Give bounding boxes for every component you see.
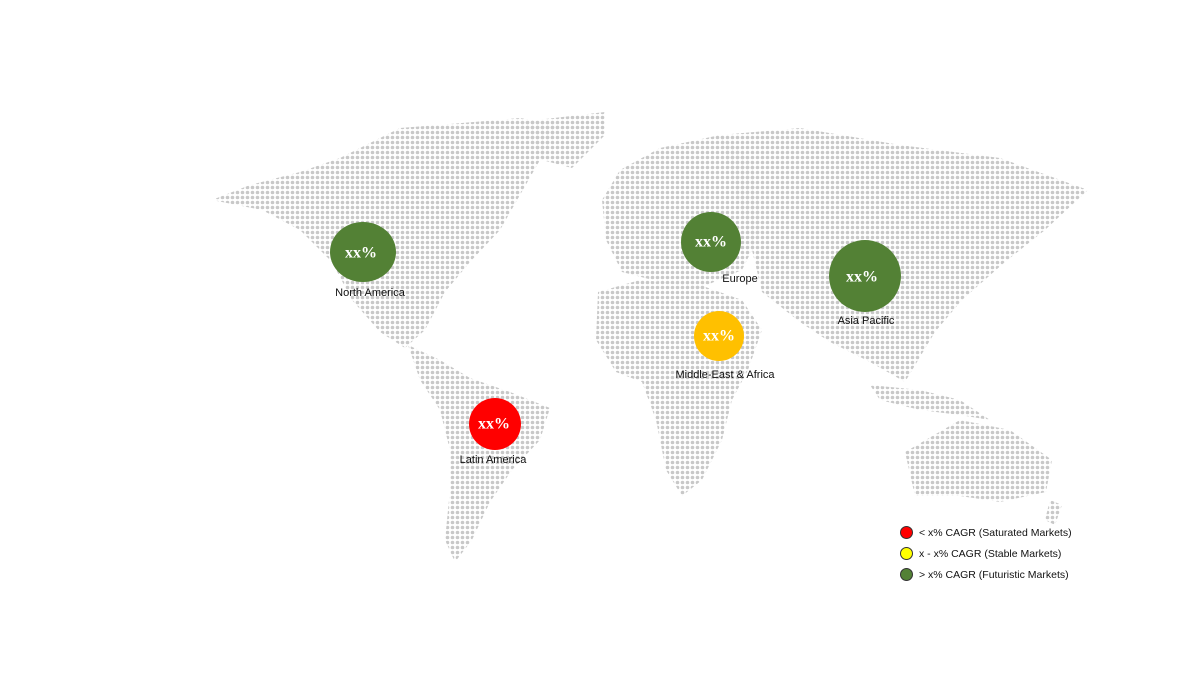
asia-landmass [720, 128, 1088, 382]
north-america-value: xx% [345, 245, 377, 262]
middle-east-africa-bubble[interactable] [694, 311, 744, 361]
latin-america-landmass [408, 345, 550, 562]
latin-america-label: Latin America [460, 454, 528, 466]
region-latin-america[interactable]: xx% Latin America [460, 398, 528, 466]
region-asia-pacific[interactable]: xx% Asia Pacific [829, 240, 901, 327]
region-europe[interactable]: xx% Europe [681, 212, 758, 285]
legend-label: x - x% CAGR (Stable Markets) [919, 547, 1062, 560]
region-north-america[interactable]: xx% North America [330, 222, 406, 299]
region-middle-east-africa[interactable]: xx% Middle-East & Africa [675, 311, 775, 381]
legend-item-stable: x - x% CAGR (Stable Markets) [900, 543, 1072, 564]
legend-label: > x% CAGR (Futuristic Markets) [919, 568, 1069, 581]
southeast-asia-islands [870, 385, 990, 420]
green-dot-icon [900, 568, 913, 581]
yellow-dot-icon [900, 547, 913, 560]
north-america-bubble[interactable] [330, 222, 396, 282]
legend-label: < x% CAGR (Saturated Markets) [919, 526, 1072, 539]
middle-east-africa-label: Middle-East & Africa [675, 369, 775, 381]
latin-america-value: xx% [478, 416, 510, 433]
new-zealand-landmass [1045, 500, 1062, 525]
australia-landmass [905, 420, 1052, 502]
latin-america-bubble[interactable] [469, 398, 521, 450]
north-america-label: North America [335, 287, 406, 299]
greenland-landmass [520, 112, 605, 168]
africa-landmass [596, 280, 762, 496]
europe-label: Europe [722, 273, 757, 285]
legend-item-saturated: < x% CAGR (Saturated Markets) [900, 522, 1072, 543]
middle-east-africa-value: xx% [703, 328, 735, 345]
legend-item-futuristic: > x% CAGR (Futuristic Markets) [900, 564, 1072, 585]
europe-value: xx% [695, 234, 727, 251]
asia-pacific-bubble[interactable] [829, 240, 901, 312]
red-dot-icon [900, 526, 913, 539]
legend: < x% CAGR (Saturated Markets) x - x% CAG… [900, 522, 1072, 585]
asia-pacific-value: xx% [846, 269, 878, 286]
europe-bubble[interactable] [681, 212, 741, 272]
asia-pacific-label: Asia Pacific [838, 315, 895, 327]
